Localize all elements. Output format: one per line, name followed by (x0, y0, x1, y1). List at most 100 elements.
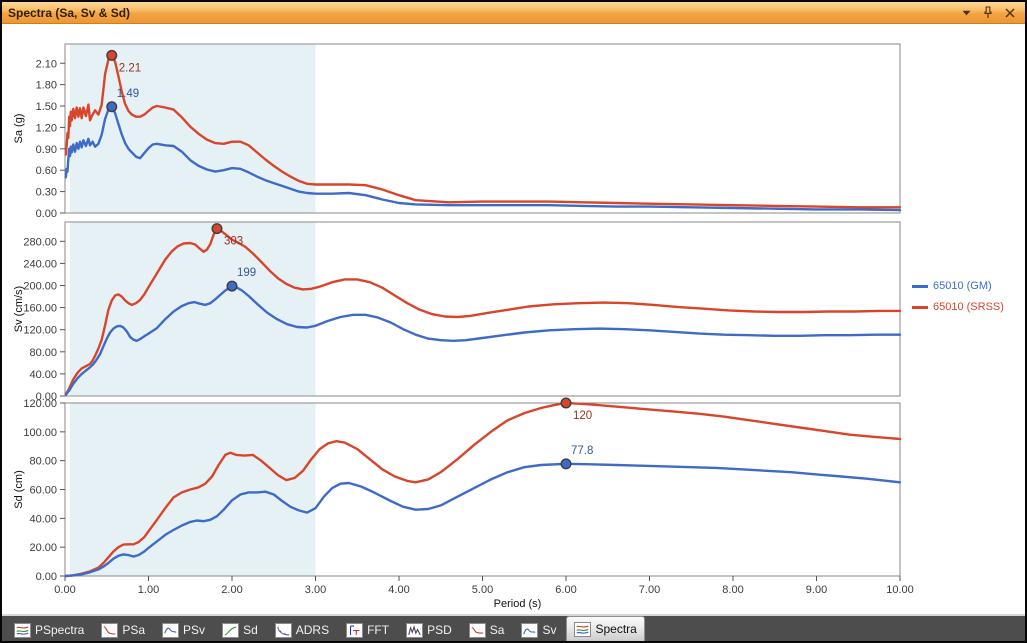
peak-annotation: 77.8 (571, 445, 593, 457)
y-tick-label: 0.00 (36, 391, 57, 403)
tab-label: Sd (243, 623, 258, 637)
peak-marker-gm[interactable] (106, 101, 118, 113)
tab-label: PSa (122, 623, 146, 637)
peak-annotation: 303 (224, 236, 243, 248)
tab-sv[interactable]: Sv (514, 619, 563, 641)
x-tick-label: 0.00 (54, 584, 75, 596)
chart-area: 0.00 0.30 0.60 0.90 1.20 1.50 1.80 2.10 Sa (g) 2.… (2, 24, 1025, 614)
psa-tab-icon (101, 622, 119, 638)
tab-spectra[interactable]: Spectra (566, 616, 645, 641)
y-tick-label: 100.00 (23, 427, 57, 439)
tab-sa[interactable]: Sa (462, 619, 512, 641)
y-tick-label: 0.30 (36, 187, 57, 199)
close-icon (1005, 8, 1015, 17)
sd-tab-icon (222, 622, 240, 638)
y-tick-label: 280.00 (23, 236, 57, 248)
peak-annotation: 199 (237, 267, 256, 279)
pspectra-tab-icon (14, 622, 31, 638)
tab-pspectra[interactable]: PSpectra (7, 619, 91, 641)
legend-label: 65010 (SRSS) (933, 301, 1004, 313)
tab-psv[interactable]: PSv (155, 619, 212, 641)
plot-border (64, 221, 901, 397)
x-tick-label: 3.00 (305, 584, 326, 596)
tab-label: PSpectra (35, 623, 85, 637)
peak-annotation: 1.49 (117, 88, 139, 100)
tab-fft[interactable]: FFT (339, 619, 396, 641)
tab-sd[interactable]: Sd (215, 619, 265, 641)
chart-legend: 65010 (GM) 65010 (SRSS) (912, 280, 1004, 322)
peak-marker-srss[interactable] (560, 397, 572, 409)
x-tick-label: 10.00 (886, 584, 914, 596)
series-line-srss (64, 54, 902, 209)
tab-psa[interactable]: PSa (94, 619, 152, 641)
window-title: Spectra (Sa, Sv & Sd) (8, 5, 131, 20)
y-axis-title: Sd (cm) (13, 470, 25, 509)
tab-psd[interactable]: PSD (399, 619, 459, 641)
y-axis-title: Sv (cm/s) (13, 286, 25, 332)
peak-annotation: 2.21 (119, 62, 141, 74)
tab-label: Spectra (595, 622, 637, 636)
highlight-band (70, 222, 316, 396)
x-tick-label: 1.00 (138, 584, 159, 596)
pin-button[interactable] (979, 5, 997, 21)
y-tick-label: 0.60 (36, 165, 57, 177)
psv-tab-icon (162, 622, 180, 638)
y-tick-label: 0.90 (36, 144, 57, 156)
fft-tab-icon (346, 622, 364, 638)
legend-entry: 65010 (SRSS) (912, 301, 1004, 313)
y-tick-label: 0.00 (36, 208, 57, 220)
adrs-tab-icon (274, 622, 292, 638)
tab-adrs[interactable]: ADRS (268, 619, 336, 641)
y-tick-label: 80.00 (29, 347, 57, 359)
y-tick-label: 160.00 (23, 303, 57, 315)
series-line-gm (64, 284, 902, 397)
tab-label: Sv (542, 623, 557, 637)
y-tick-label: 40.00 (29, 513, 57, 525)
legend-swatch (912, 305, 928, 309)
peak-marker-srss[interactable] (106, 49, 118, 61)
x-tick-label: 4.00 (388, 584, 409, 596)
series-line-gm (64, 105, 902, 212)
titlebar: Spectra (Sa, Sv & Sd) (2, 2, 1025, 24)
series-line-srss (64, 401, 902, 578)
x-tick-label: 5.00 (472, 584, 493, 596)
y-tick-label: 1.80 (36, 80, 57, 92)
tab-label: Sa (489, 623, 505, 637)
peak-marker-srss[interactable] (211, 223, 223, 235)
spectra-charts: 0.00 0.30 0.60 0.90 1.20 1.50 1.80 2.10 Sa (g) 2.… (13, 43, 914, 610)
legend-entry: 65010 (GM) (912, 280, 1004, 292)
chevron-down-icon (962, 10, 970, 15)
sv-tab-icon (521, 622, 539, 638)
bottom-tab-bar: PSpectra PSa PSv Sd ADRS FFT PSD Sa Sv Spectra (2, 614, 1025, 641)
y-tick-label: 20.00 (29, 542, 57, 554)
window-options-button[interactable] (957, 5, 975, 21)
y-tick-label: 200.00 (23, 281, 57, 293)
y-tick-label: 1.20 (36, 122, 57, 134)
x-tick-label: 6.00 (555, 584, 576, 596)
x-tick-label: 2.00 (221, 584, 242, 596)
x-axis-title: Period (s) (494, 598, 542, 610)
sa-tab-icon (468, 622, 486, 638)
y-tick-label: 60.00 (29, 485, 57, 497)
legend-swatch (912, 284, 928, 288)
close-button[interactable] (1001, 5, 1019, 21)
series-line-srss (64, 227, 902, 396)
y-tick-label: 1.50 (36, 101, 57, 113)
legend-label: 65010 (GM) (933, 280, 992, 292)
tab-label: ADRS (295, 623, 330, 637)
y-tick-label: 240.00 (23, 258, 57, 270)
psd-tab-icon (406, 622, 424, 638)
peak-marker-gm[interactable] (226, 280, 238, 292)
pin-icon (984, 6, 992, 18)
y-tick-label: 2.10 (36, 58, 57, 70)
tab-label: FFT (367, 623, 390, 637)
peak-marker-gm[interactable] (560, 458, 572, 470)
y-tick-label: 40.00 (29, 369, 57, 381)
peak-annotation: 120 (573, 410, 592, 422)
x-tick-label: 7.00 (639, 584, 660, 596)
x-tick-label: 9.00 (806, 584, 827, 596)
y-tick-label: 80.00 (29, 456, 57, 468)
plot-border (64, 43, 901, 214)
tab-label: PSv (183, 623, 206, 637)
